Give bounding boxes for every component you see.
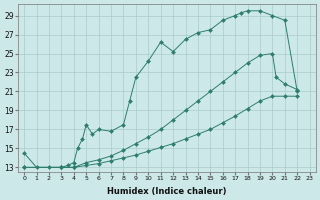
X-axis label: Humidex (Indice chaleur): Humidex (Indice chaleur): [107, 187, 227, 196]
